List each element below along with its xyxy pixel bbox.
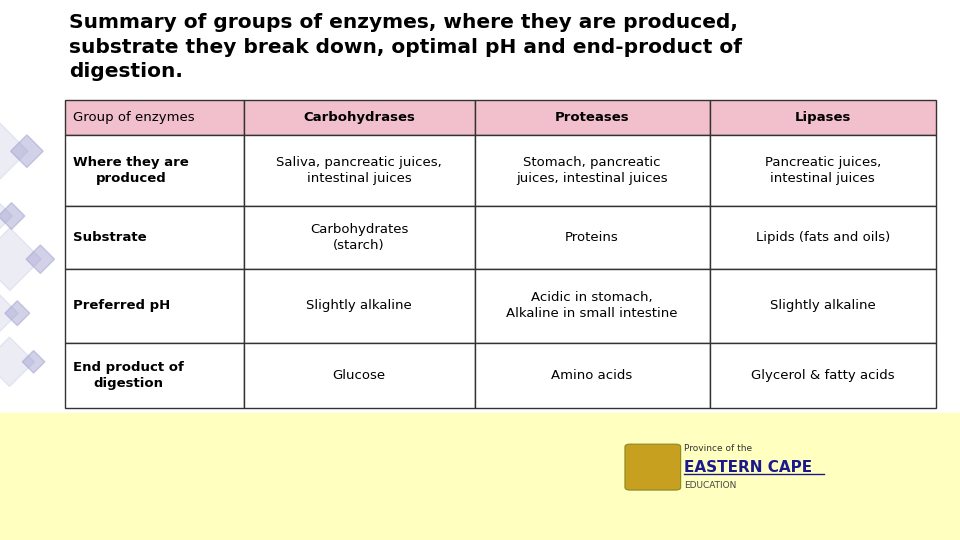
Bar (244, 343, 474, 408)
Bar (65, 100, 244, 134)
Text: EDUCATION: EDUCATION (684, 482, 737, 490)
Text: EASTERN CAPE: EASTERN CAPE (684, 460, 812, 475)
Text: Lipids (fats and oils): Lipids (fats and oils) (756, 231, 890, 244)
Bar (65, 206, 244, 269)
Polygon shape (0, 286, 18, 341)
Bar (709, 269, 936, 343)
Text: Lipases: Lipases (795, 111, 851, 124)
Polygon shape (0, 202, 25, 230)
Text: Substrate: Substrate (73, 231, 147, 244)
Bar (65, 343, 244, 408)
Bar (65, 134, 244, 206)
Bar (65, 269, 244, 343)
Text: Stomach, pancreatic
juices, intestinal juices: Stomach, pancreatic juices, intestinal j… (516, 156, 668, 185)
Text: Group of enzymes: Group of enzymes (73, 111, 195, 124)
Bar (709, 206, 936, 269)
Text: Carbohydrates
(starch): Carbohydrates (starch) (310, 223, 408, 252)
Text: Proteins: Proteins (565, 231, 619, 244)
Polygon shape (0, 187, 12, 245)
Text: Slightly alkaline: Slightly alkaline (770, 299, 876, 312)
Polygon shape (0, 228, 41, 291)
Bar (244, 269, 474, 343)
Text: Glycerol & fatty acids: Glycerol & fatty acids (751, 369, 895, 382)
Polygon shape (22, 350, 45, 373)
Text: Slightly alkaline: Slightly alkaline (306, 299, 412, 312)
Text: Summary of groups of enzymes, where they are produced,
substrate they break down: Summary of groups of enzymes, where they… (69, 14, 742, 81)
Text: Amino acids: Amino acids (551, 369, 633, 382)
Bar (244, 134, 474, 206)
Text: Where they are
produced: Where they are produced (73, 156, 189, 185)
Bar (474, 269, 709, 343)
Text: Preferred pH: Preferred pH (73, 299, 170, 312)
Bar (709, 100, 936, 134)
Polygon shape (11, 135, 43, 167)
Bar (709, 343, 936, 408)
Bar (0, 413, 960, 540)
Polygon shape (5, 301, 30, 326)
Text: Saliva, pancreatic juices,
intestinal juices: Saliva, pancreatic juices, intestinal ju… (276, 156, 442, 185)
Polygon shape (26, 245, 55, 273)
Bar (474, 343, 709, 408)
Text: End product of
digestion: End product of digestion (73, 361, 183, 390)
Bar (244, 206, 474, 269)
Text: Province of the: Province of the (684, 444, 753, 453)
Text: Carbohydrases: Carbohydrases (303, 111, 415, 124)
Text: Proteases: Proteases (555, 111, 630, 124)
Text: Acidic in stomach,
Alkaline in small intestine: Acidic in stomach, Alkaline in small int… (506, 292, 678, 320)
Bar (244, 100, 474, 134)
Text: Pancreatic juices,
intestinal juices: Pancreatic juices, intestinal juices (765, 156, 881, 185)
FancyBboxPatch shape (625, 444, 681, 490)
Text: Glucose: Glucose (332, 369, 386, 382)
Polygon shape (0, 337, 35, 387)
Bar (474, 134, 709, 206)
Polygon shape (0, 115, 28, 187)
Bar (474, 100, 709, 134)
Bar (709, 134, 936, 206)
Bar (474, 206, 709, 269)
